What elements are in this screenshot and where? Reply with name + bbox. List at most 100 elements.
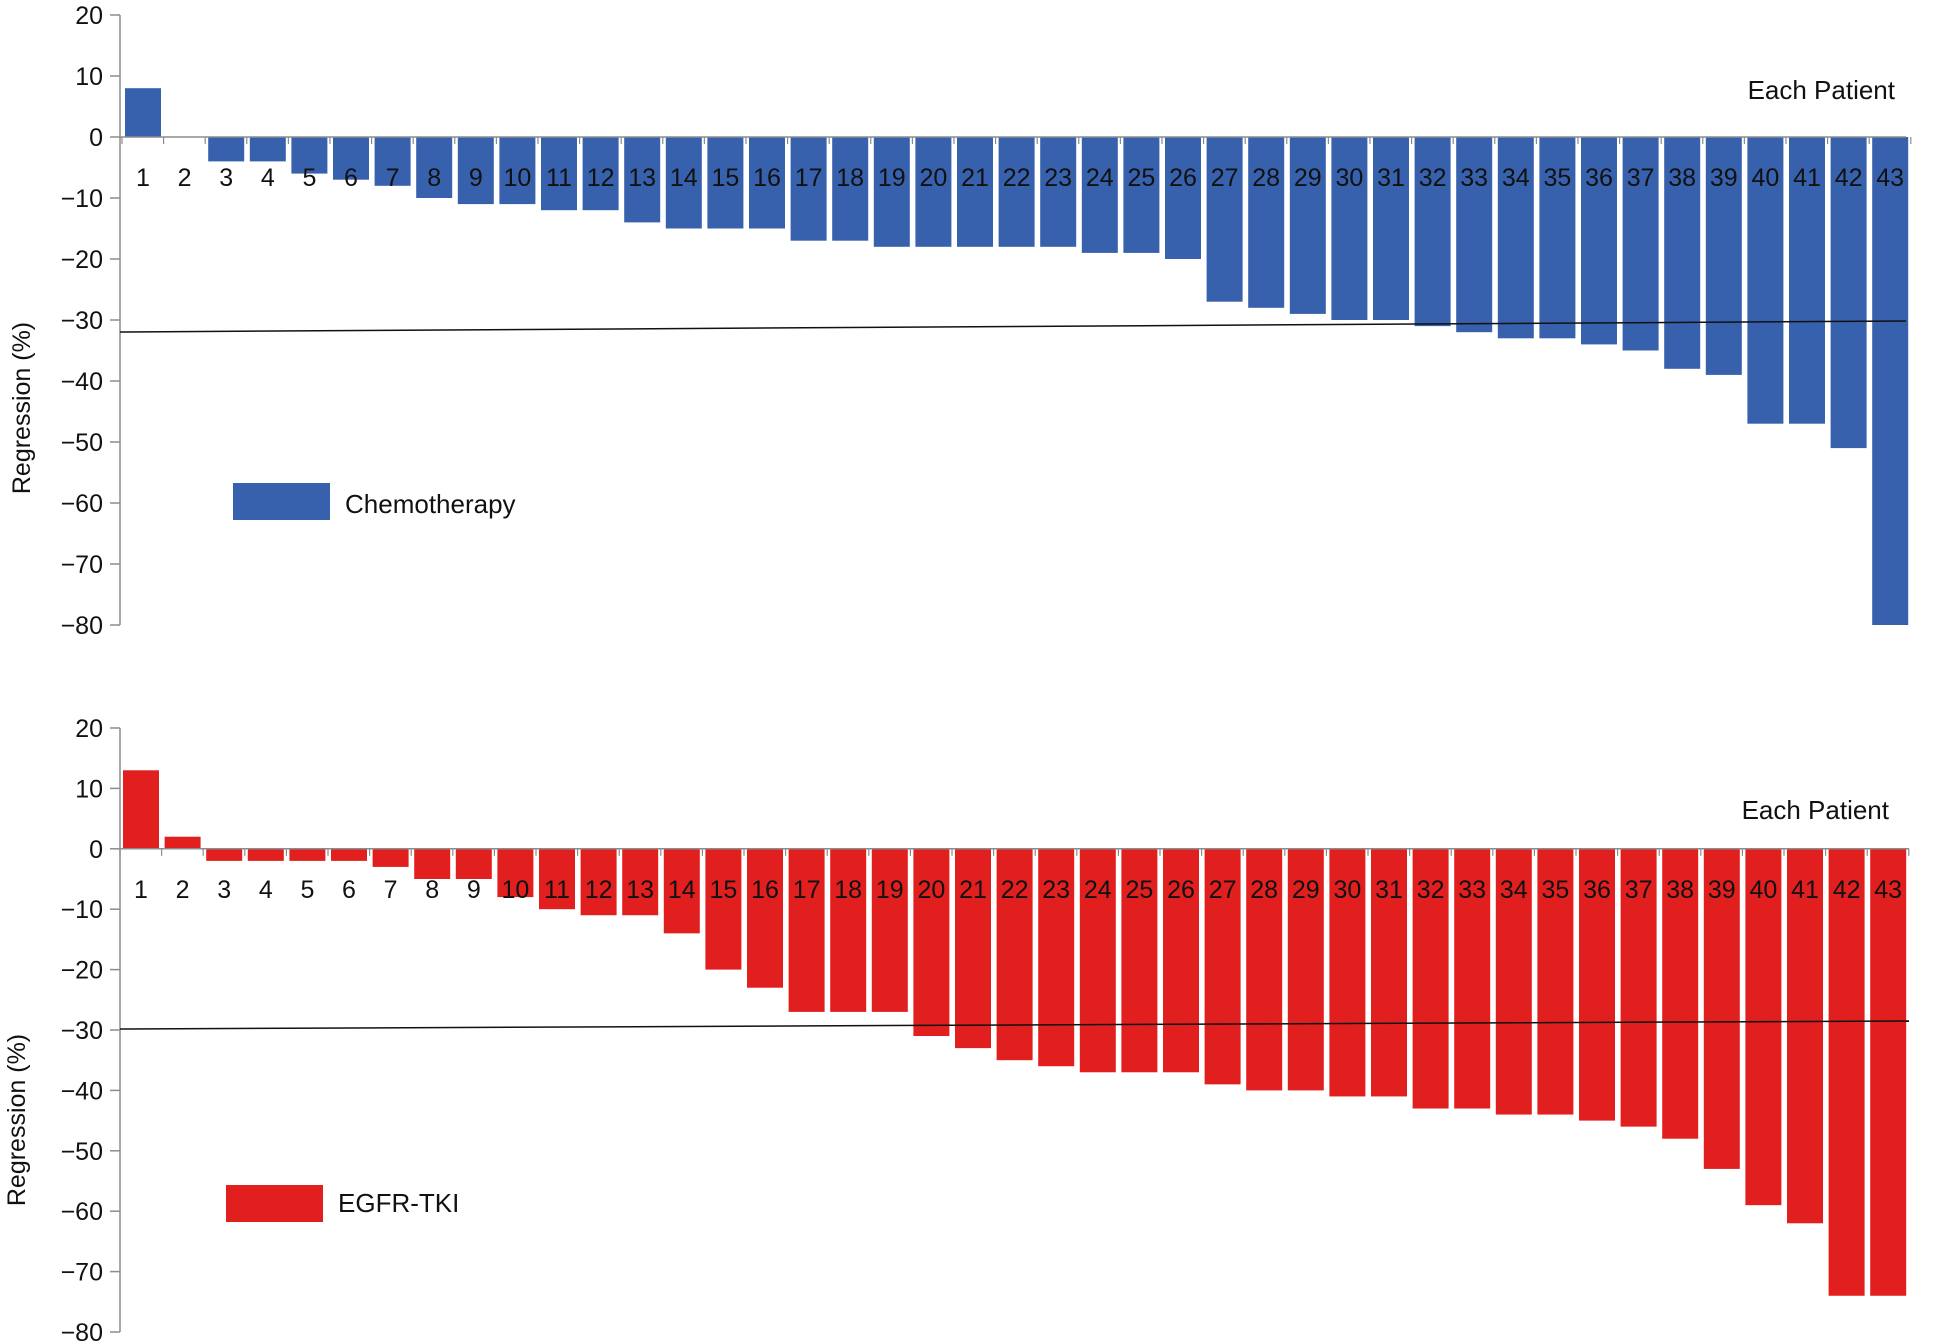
egfr-category-label: 9	[467, 876, 481, 904]
chemo-bar-29	[1289, 137, 1326, 314]
egfr-bar-7	[372, 848, 409, 867]
egfr-bar-24	[1079, 848, 1116, 1073]
chemo-bar-1	[125, 88, 161, 137]
chemo-bar-35	[1539, 137, 1576, 339]
egfr-legend: EGFR-TKI	[226, 1185, 459, 1222]
chemo-y-tick-label: 20	[75, 2, 103, 30]
egfr-bar-31	[1371, 848, 1407, 1097]
egfr-bar-25	[1121, 848, 1158, 1073]
chemo-y-tick-label: −20	[61, 246, 103, 274]
egfr-bar-35	[1537, 848, 1574, 1115]
chemo-bar-43	[1872, 137, 1909, 625]
egfr-annotation: Each Patient	[1742, 795, 1890, 825]
egfr-category-label: 39	[1708, 876, 1736, 904]
egfr-bar-28	[1246, 848, 1283, 1091]
chemo-category-label: 42	[1835, 164, 1863, 192]
egfr-category-label: 18	[834, 876, 862, 904]
egfr-legend-swatch	[226, 1185, 323, 1222]
chemo-bar-31	[1373, 137, 1409, 320]
chemo-bar-41	[1789, 137, 1825, 424]
egfr-bar-29	[1287, 848, 1324, 1091]
chemo-category-label: 22	[1003, 164, 1031, 192]
egfr-category-label: 11	[544, 876, 570, 904]
egfr-category-label: 12	[585, 876, 613, 904]
chemo-bar-9	[457, 137, 494, 205]
chemo-category-label: 5	[302, 164, 316, 192]
chemo-bar-38	[1664, 137, 1701, 369]
chemo-bar-21	[957, 137, 993, 247]
chemo-bar-30	[1331, 137, 1368, 320]
egfr-y-tick-label: −10	[61, 896, 103, 924]
chemo-category-label: 13	[628, 164, 656, 192]
chemo-legend: Chemotherapy	[233, 483, 516, 520]
chemo-category-label: 28	[1252, 164, 1280, 192]
chemo-legend-label: Chemotherapy	[345, 489, 516, 519]
egfr-bar-14	[663, 848, 700, 934]
chemo-category-label: 34	[1502, 164, 1530, 192]
egfr-category-label: 38	[1666, 876, 1694, 904]
egfr-category-label: 1	[134, 876, 148, 904]
egfr-category-label: 30	[1333, 876, 1361, 904]
chemo-category-label: 10	[503, 164, 531, 192]
chemo-category-label: 8	[427, 164, 441, 192]
egfr-bar-34	[1495, 848, 1532, 1115]
chemo-category-label: 6	[344, 164, 358, 192]
egfr-category-label: 21	[959, 876, 987, 904]
chemo-category-label: 19	[878, 164, 906, 192]
chemo-y-tick-label: −50	[61, 429, 103, 457]
chemo-category-label: 43	[1876, 164, 1904, 192]
chemo-bar-28	[1248, 137, 1285, 308]
egfr-category-label: 16	[751, 876, 779, 904]
chemo-category-label: 18	[836, 164, 864, 192]
egfr-bar-43	[1870, 848, 1907, 1296]
chemo-bar-40	[1747, 137, 1784, 424]
chemo-category-label: 38	[1668, 164, 1696, 192]
egfr-bar-19	[871, 848, 908, 1012]
egfr-bar-18	[830, 848, 867, 1012]
chemo-bar-10	[499, 137, 536, 205]
egfr-bar-4	[247, 848, 284, 861]
chemo-category-label: 27	[1211, 164, 1239, 192]
chemo-bar-8	[416, 137, 453, 198]
egfr-category-label: 28	[1250, 876, 1278, 904]
egfr-bar-1	[123, 770, 159, 849]
chemo-category-label: 40	[1751, 164, 1779, 192]
chemo-category-label: 23	[1044, 164, 1072, 192]
chemo-y-tick-label: −10	[61, 185, 103, 213]
chemo-category-label: 25	[1127, 164, 1155, 192]
egfr-category-label: 14	[668, 876, 696, 904]
chemo-category-label: 24	[1086, 164, 1114, 192]
chemo-category-label: 1	[136, 164, 150, 192]
chemo-category-label: 33	[1460, 164, 1488, 192]
egfr-bar-26	[1163, 848, 1199, 1073]
chemo-bar-32	[1414, 137, 1451, 327]
egfr-bar-10	[497, 848, 534, 898]
egfr-category-label: 27	[1209, 876, 1237, 904]
egfr-category-label: 6	[342, 876, 356, 904]
egfr-category-label: 32	[1417, 876, 1445, 904]
egfr-category-label: 41	[1791, 876, 1819, 904]
chemo-bar-12	[582, 137, 619, 211]
egfr-bar-36	[1579, 848, 1615, 1121]
chemo-bar-26	[1165, 137, 1201, 259]
chemo-category-label: 37	[1627, 164, 1655, 192]
chemo-bar-17	[790, 137, 827, 241]
chemo-bar-33	[1456, 137, 1493, 333]
chemo-bar-19	[873, 137, 910, 247]
chemo-category-label: 26	[1169, 164, 1197, 192]
egfr-category-label: 33	[1458, 876, 1486, 904]
chemo-legend-swatch	[233, 483, 330, 520]
chemo-category-label: 4	[261, 164, 275, 192]
egfr-category-label: 26	[1167, 876, 1195, 904]
chemo-bar-37	[1622, 137, 1659, 351]
chemo-y-tick-label: 0	[89, 124, 103, 152]
chemo-category-label: 29	[1294, 164, 1322, 192]
egfr-y-tick-label: 10	[75, 775, 103, 803]
egfr-category-label: 19	[876, 876, 904, 904]
chemo-bar-36	[1581, 137, 1617, 345]
chemo-reference-line	[119, 320, 1907, 333]
chemo-bar-16	[749, 137, 785, 229]
egfr-y-tick-label: −60	[61, 1198, 103, 1226]
chemo-category-label: 7	[386, 164, 400, 192]
